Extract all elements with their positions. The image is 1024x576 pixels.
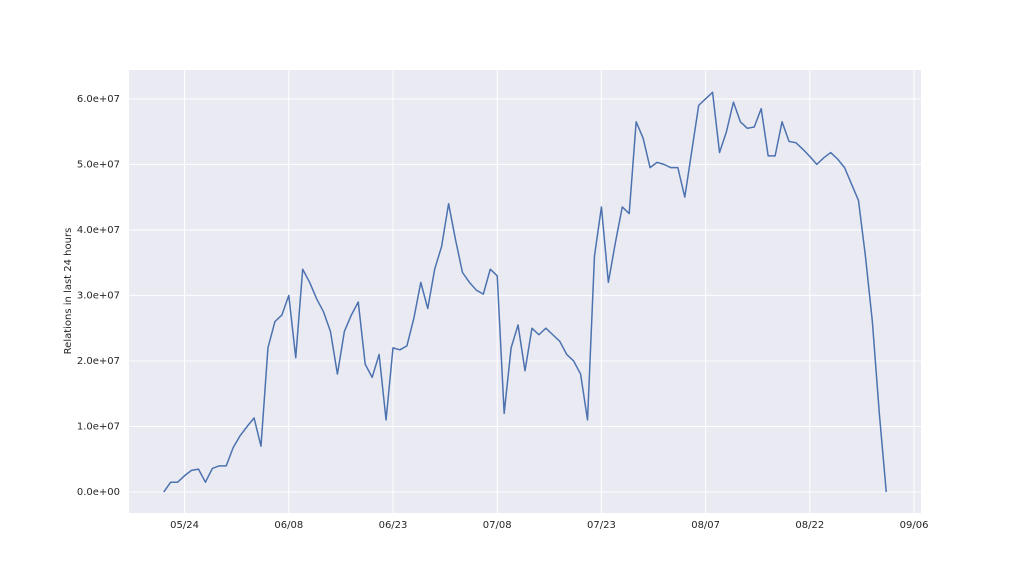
plot-area (129, 70, 921, 513)
y-axis-label: Relations in last 24 hours (63, 228, 74, 355)
data-line (163, 91, 888, 493)
y-tick-label: 6.0e+07 (77, 94, 120, 105)
x-tick-label: 05/24 (170, 520, 199, 531)
x-tick-label: 08/07 (691, 520, 720, 531)
y-tick-label: 5.0e+07 (77, 159, 120, 170)
x-tick-label: 06/23 (379, 520, 408, 531)
x-tick-label: 09/06 (900, 520, 929, 531)
y-tick-label: 2.0e+07 (77, 356, 120, 367)
y-tick-label: 3.0e+07 (77, 290, 120, 301)
x-tick-label: 08/22 (795, 520, 824, 531)
y-tick-label: 0.0e+00 (77, 487, 120, 498)
x-tick-label: 07/23 (587, 520, 616, 531)
x-tick-label: 06/08 (274, 520, 303, 531)
y-tick-label: 4.0e+07 (77, 225, 120, 236)
x-tick-label: 07/08 (483, 520, 512, 531)
y-tick-label: 1.0e+07 (77, 421, 120, 432)
